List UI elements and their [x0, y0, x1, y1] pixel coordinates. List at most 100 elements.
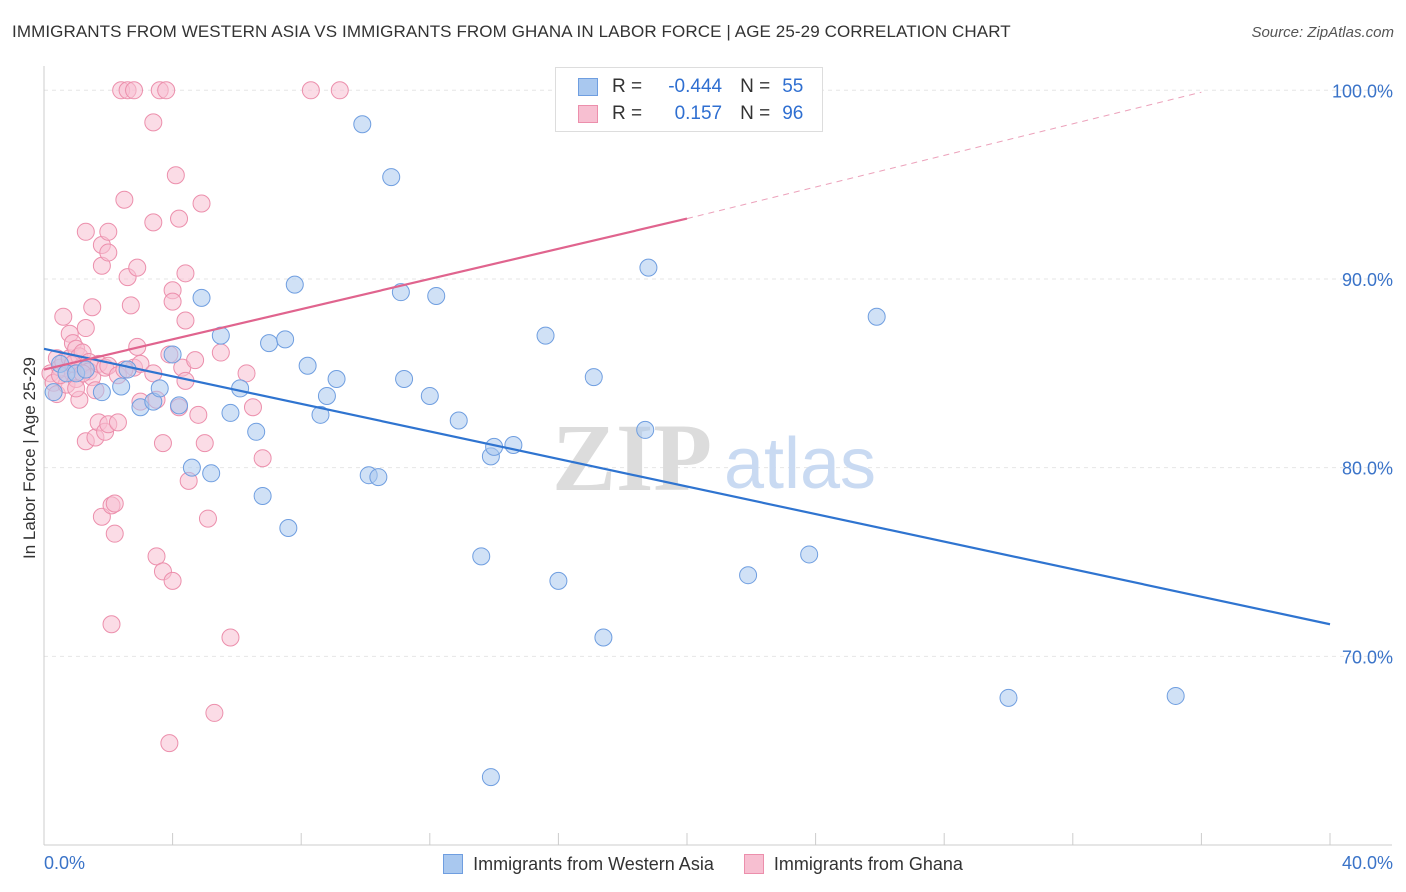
data-point-ghana: [76, 222, 95, 241]
data-point-western-asia: [536, 326, 555, 345]
data-point-western-asia: [639, 258, 658, 277]
data-point-western-asia: [549, 571, 568, 590]
watermark: ZIP atlas: [552, 404, 876, 511]
x-tick-label: 40.0%: [1342, 853, 1393, 873]
trend-line-western-asia: [43, 347, 1331, 626]
data-point-ghana: [163, 292, 182, 311]
ghana-points: [41, 81, 349, 753]
data-point-ghana: [163, 571, 182, 590]
data-point-ghana: [176, 264, 195, 283]
data-point-ghana: [205, 703, 224, 722]
data-point-western-asia: [636, 420, 655, 439]
data-point-ghana: [160, 734, 179, 753]
trend-line-ghana: [43, 217, 688, 371]
data-point-ghana: [128, 258, 147, 277]
source-note: Source: ZipAtlas.com: [1251, 24, 1394, 41]
data-point-ghana: [144, 113, 163, 132]
data-point-western-asia: [1166, 686, 1185, 705]
y-tick-label: 100.0%: [1332, 81, 1393, 101]
legend-item-western-asia[interactable]: Immigrants from Western Asia: [443, 854, 714, 875]
data-point-ghana: [99, 222, 118, 241]
stats-legend: R = -0.444 N = 55 R = 0.157 N = 96: [555, 67, 823, 132]
data-point-ghana: [166, 166, 185, 185]
data-point-ghana: [144, 213, 163, 232]
data-point-western-asia: [800, 545, 819, 564]
chart-title: IMMIGRANTS FROM WESTERN ASIA VS IMMIGRAN…: [12, 22, 1011, 41]
legend-n-value: 96: [782, 103, 804, 124]
data-point-ghana: [170, 209, 189, 228]
data-point-ghana: [147, 547, 166, 566]
y-tick-label: 70.0%: [1342, 647, 1393, 667]
data-point-ghana: [105, 494, 124, 513]
data-point-ghana: [192, 194, 211, 213]
trend-line-ghana-extension: [686, 91, 1202, 220]
data-point-ghana: [125, 81, 144, 100]
watermark-zip: ZIP: [552, 404, 712, 511]
legend-label: Immigrants from Western Asia: [473, 853, 714, 874]
legend-item-ghana[interactable]: Immigrants from Ghana: [743, 853, 963, 875]
data-point-western-asia: [311, 405, 330, 424]
legend-r-label: R =: [612, 103, 643, 124]
data-point-ghana: [105, 524, 124, 543]
data-point-ghana: [253, 449, 272, 468]
data-point-ghana: [54, 307, 73, 326]
legend-n-label: N =: [740, 103, 771, 124]
y-tick-label: 90.0%: [1342, 270, 1393, 290]
data-point-western-asia: [472, 547, 491, 566]
data-point-ghana: [99, 243, 118, 262]
legend-n-label: N =: [740, 76, 771, 97]
data-point-western-asia: [449, 411, 468, 430]
data-point-ghana: [76, 319, 95, 338]
data-point-western-asia: [382, 168, 401, 187]
data-point-western-asia: [247, 422, 266, 441]
data-point-western-asia: [999, 688, 1018, 707]
data-point-ghana: [102, 615, 121, 634]
data-point-western-asia: [260, 334, 279, 353]
data-point-western-asia: [170, 396, 189, 415]
data-point-western-asia: [44, 383, 63, 402]
legend-row-western-asia: R = -0.444 N = 55: [578, 74, 803, 100]
data-point-western-asia: [420, 386, 439, 405]
data-point-ghana: [176, 311, 195, 330]
legend-r-label: R =: [612, 76, 643, 97]
data-point-western-asia: [594, 628, 613, 647]
data-point-western-asia: [253, 486, 272, 505]
data-point-ghana: [211, 343, 230, 362]
legend-swatch-blue: [443, 854, 464, 874]
grid-lines: [44, 89, 1392, 657]
series-legend: Immigrants from Western Asia Immigrants …: [0, 851, 1406, 877]
data-point-western-asia: [118, 360, 137, 379]
legend-r-value: 0.157: [674, 103, 723, 124]
data-point-ghana: [195, 434, 214, 453]
data-point-ghana: [330, 81, 349, 100]
legend-n-value: 55: [782, 76, 804, 97]
data-point-western-asia: [395, 369, 414, 388]
legend-swatch-pink: [743, 854, 764, 874]
data-point-western-asia: [276, 330, 295, 349]
data-point-western-asia: [317, 386, 336, 405]
data-point-western-asia: [739, 566, 758, 585]
data-point-western-asia: [279, 519, 298, 538]
data-point-ghana: [221, 628, 240, 647]
data-point-western-asia: [285, 275, 304, 294]
legend-label: Immigrants from Ghana: [773, 853, 963, 874]
data-point-ghana: [186, 351, 205, 370]
data-point-western-asia: [369, 468, 388, 487]
data-point-ghana: [67, 379, 86, 398]
data-point-western-asia: [76, 360, 95, 379]
data-point-western-asia: [182, 458, 201, 477]
data-point-western-asia: [391, 283, 410, 302]
data-point-ghana: [121, 296, 140, 315]
data-point-western-asia: [427, 286, 446, 305]
legend-r-value: -0.444: [668, 76, 723, 97]
axes: [43, 66, 1392, 846]
data-point-western-asia: [150, 379, 169, 398]
data-point-western-asia: [202, 464, 221, 483]
data-point-ghana: [153, 434, 172, 453]
data-point-western-asia: [481, 768, 500, 787]
data-point-western-asia: [92, 383, 111, 402]
data-point-western-asia: [221, 403, 240, 422]
data-point-ghana: [243, 398, 262, 417]
data-point-western-asia: [867, 307, 886, 326]
